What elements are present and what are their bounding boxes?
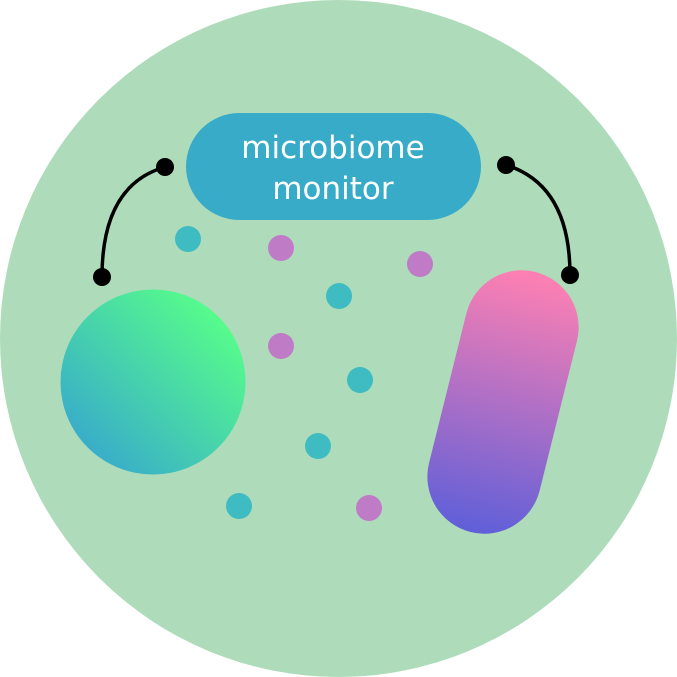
particle-dot — [356, 495, 382, 521]
label-line-1: microbiome — [241, 130, 424, 166]
connector-left-top-node — [156, 158, 174, 176]
bacillus-cell — [427, 270, 579, 534]
particle-dot — [407, 251, 433, 277]
label-line-2: monitor — [272, 171, 394, 207]
particle-dot — [268, 333, 294, 359]
particle-dot — [326, 283, 352, 309]
connector-right-bottom-node — [561, 266, 579, 284]
connector-left — [93, 158, 174, 286]
particle-dot — [268, 235, 294, 261]
connector-right — [497, 156, 579, 284]
particle-dot — [305, 433, 331, 459]
connector-left-bottom-node — [93, 268, 111, 286]
particle-dot — [226, 493, 252, 519]
connector-right-top-node — [497, 156, 515, 174]
coccus-cell — [60, 289, 246, 475]
label-pill — [186, 113, 481, 220]
particle-dot — [175, 226, 201, 252]
particle-dot — [347, 367, 373, 393]
